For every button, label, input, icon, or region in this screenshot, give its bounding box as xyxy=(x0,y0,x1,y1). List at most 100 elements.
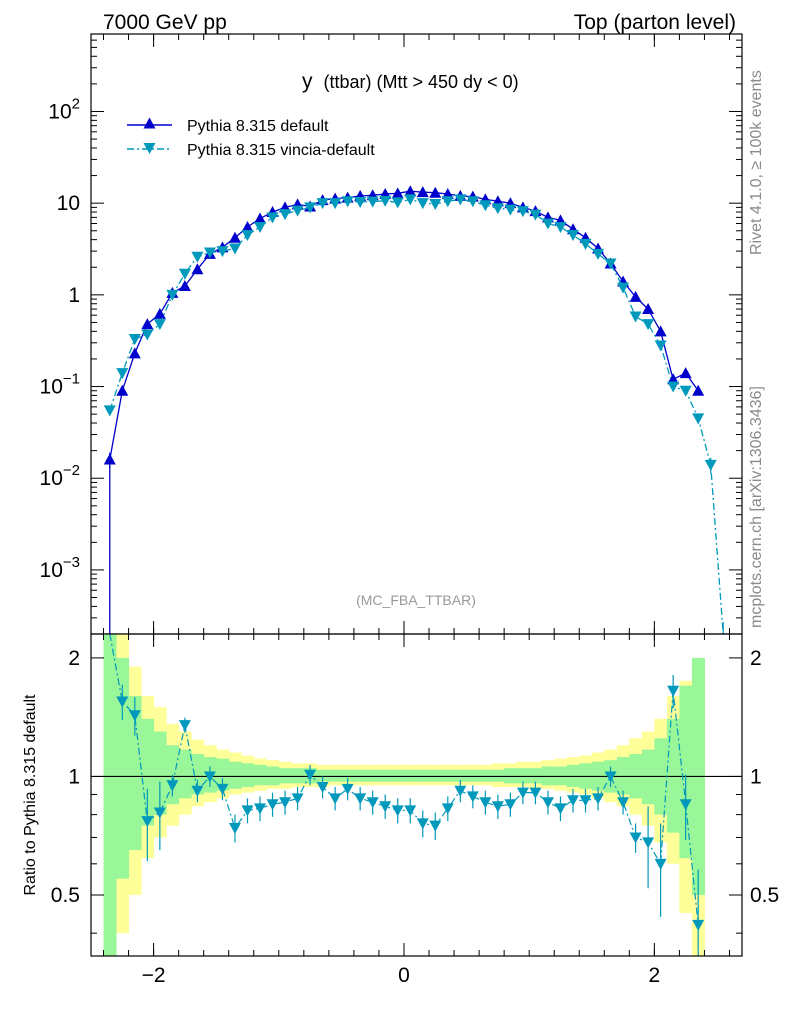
chart-title-rest: (ttbar) (Mtt > 450 dy < 0) xyxy=(324,72,519,92)
y-tick-label: 102 xyxy=(48,95,80,123)
data-point xyxy=(279,209,292,221)
y-tick-label: 10−2 xyxy=(40,462,80,490)
series-line-0 xyxy=(109,190,699,460)
data-point xyxy=(153,319,166,331)
data-point xyxy=(441,196,454,208)
ratio-point xyxy=(592,793,605,805)
y-tick-label: 1 xyxy=(68,284,80,307)
data-point xyxy=(629,290,642,302)
ratio-point xyxy=(479,797,492,809)
legend: Pythia 8.315 default Pythia 8.315 vincia… xyxy=(127,117,375,159)
ratio-point xyxy=(141,816,154,828)
ratio-band-green xyxy=(441,769,455,782)
data-point xyxy=(191,251,204,263)
data-point xyxy=(404,185,417,197)
legend-marker-vincia xyxy=(143,143,156,154)
watermark: (MC_FBA_TTBAR) xyxy=(356,592,476,608)
ratio-point xyxy=(404,805,417,817)
data-point xyxy=(329,198,342,210)
rivet-label: Rivet 4.1.0, ≥ 100k events xyxy=(748,70,765,255)
chart-title-main: y xyxy=(302,70,313,93)
ratio-point xyxy=(304,769,317,781)
data-point xyxy=(679,367,692,379)
y-tick-exponent: −2 xyxy=(63,462,80,479)
ratio-point xyxy=(379,801,392,813)
ratio-band-green xyxy=(679,685,693,859)
data-point xyxy=(178,279,191,291)
ratio-point xyxy=(579,795,592,807)
ratio-band-green xyxy=(429,769,443,782)
ratio-band-green xyxy=(253,764,267,786)
data-point xyxy=(566,229,579,241)
ratio-point xyxy=(441,803,454,815)
data-point xyxy=(692,413,705,425)
ratio-band-green xyxy=(466,769,480,782)
ratio-point xyxy=(566,795,579,807)
data-point xyxy=(103,405,116,417)
ratio-band-green xyxy=(353,769,367,782)
ratio-y-tick-label-right: 2 xyxy=(750,647,762,670)
y-tick-base: 10 xyxy=(57,192,80,215)
data-point xyxy=(191,263,204,275)
ratio-point xyxy=(128,710,141,722)
data-point xyxy=(141,329,154,341)
ratio-point xyxy=(166,780,179,792)
data-point xyxy=(241,229,254,241)
data-point xyxy=(254,212,267,224)
ratio-band-green xyxy=(529,768,543,784)
ratio-band-green xyxy=(116,657,130,879)
data-point xyxy=(116,384,129,396)
ratio-band-green xyxy=(228,761,242,789)
ratio-point xyxy=(279,797,292,809)
ratio-point xyxy=(667,685,680,697)
data-point xyxy=(116,368,129,380)
ratio-band-green xyxy=(491,769,505,782)
data-point xyxy=(617,282,630,294)
ratio-band-green xyxy=(341,769,355,782)
data-point xyxy=(254,221,267,233)
data-point xyxy=(604,258,617,270)
ratio-band-green xyxy=(153,731,167,815)
y-tick-base: 10 xyxy=(40,467,63,490)
data-point xyxy=(491,203,504,215)
ratio-point xyxy=(454,785,467,797)
ratio-y-tick-label: 0.5 xyxy=(51,884,80,907)
chart-title: y (ttbar) (Mtt > 450 dy < 0) xyxy=(302,70,519,93)
ratio-band-green xyxy=(216,758,230,791)
ratio-band-green xyxy=(316,769,330,782)
data-point xyxy=(441,187,454,199)
data-point xyxy=(704,459,717,471)
data-point xyxy=(642,303,655,315)
data-point xyxy=(178,268,191,280)
ratio-point xyxy=(654,858,667,870)
data-point xyxy=(592,248,605,260)
data-point xyxy=(341,196,354,208)
ratio-point xyxy=(529,787,542,799)
data-point xyxy=(554,221,567,233)
ratio-point xyxy=(692,919,705,931)
data-point xyxy=(228,243,241,255)
ratio-point xyxy=(153,807,166,819)
ratio-band-green xyxy=(291,768,305,784)
ratio-ylabel: Ratio to Pythia 8.315 default xyxy=(22,694,39,896)
data-point xyxy=(354,196,367,208)
data-point xyxy=(103,453,116,465)
ratio-band-green xyxy=(666,718,680,833)
ratio-point xyxy=(391,805,404,817)
ratio-point xyxy=(341,783,354,795)
data-point xyxy=(454,194,467,206)
y-tick-base: 10 xyxy=(40,559,63,582)
ratio-point xyxy=(316,782,329,794)
ratio-line xyxy=(109,633,699,925)
ratio-point xyxy=(178,720,191,732)
data-point xyxy=(429,198,442,210)
y-tick-label: 10 xyxy=(57,192,80,215)
data-point xyxy=(128,334,141,346)
ratio-point xyxy=(541,797,554,809)
x-tick-label: 2 xyxy=(649,964,661,987)
y-tick-base: 10 xyxy=(48,100,71,123)
ratio-point xyxy=(554,803,567,815)
ratio-y-tick-label-right: 0.5 xyxy=(750,884,779,907)
